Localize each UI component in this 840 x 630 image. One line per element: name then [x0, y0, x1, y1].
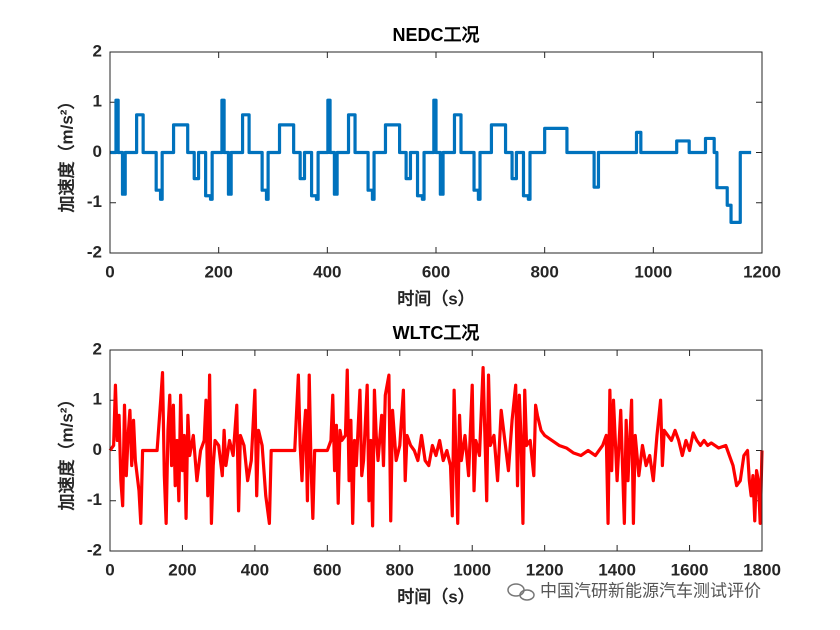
y-tick-label: -1	[87, 192, 102, 211]
y-tick-label: -1	[87, 490, 102, 509]
y-axis-label: 加速度（m/s²）	[56, 93, 76, 214]
y-tick-label: 1	[93, 390, 102, 409]
y-axis-label: 加速度（m/s²）	[56, 391, 76, 512]
x-axis-label: 时间（s）	[397, 586, 474, 606]
y-tick-label: 1	[93, 92, 102, 111]
data-line	[110, 98, 752, 224]
x-tick-label: 200	[168, 560, 196, 579]
axes-box	[109, 51, 763, 254]
x-tick-label: 1200	[743, 262, 781, 281]
x-tick-label: 1600	[671, 560, 709, 579]
x-tick-label: 600	[313, 560, 341, 579]
x-tick-label: 1000	[453, 560, 491, 579]
watermark: 中国汽研新能源汽车测试评价	[540, 581, 761, 600]
y-tick-label: 0	[93, 142, 102, 161]
x-tick-label: 800	[386, 560, 414, 579]
x-tick-label: 1400	[598, 560, 636, 579]
y-tick-label: 2	[93, 339, 102, 358]
x-tick-label: 400	[313, 262, 341, 281]
data-line	[108, 365, 764, 528]
x-tick-label: 1200	[526, 560, 564, 579]
x-tick-label: 1000	[634, 262, 672, 281]
chart-title: WLTC工况	[393, 323, 480, 343]
y-tick-label: 2	[93, 41, 102, 60]
x-tick-label: 1800	[743, 560, 781, 579]
y-tick-label: -2	[87, 540, 102, 559]
x-tick-label: 600	[422, 262, 450, 281]
x-tick-label: 200	[204, 262, 232, 281]
y-tick-label: -2	[87, 242, 102, 261]
watermark-icon	[507, 583, 535, 601]
x-tick-label: 800	[530, 262, 558, 281]
y-tick-label: 0	[93, 440, 102, 459]
axes-box	[109, 349, 763, 552]
x-tick-label: 400	[241, 560, 269, 579]
chart-title: NEDC工况	[392, 25, 479, 45]
x-tick-label: 0	[105, 262, 114, 281]
x-tick-label: 0	[105, 560, 114, 579]
x-axis-label: 时间（s）	[397, 288, 474, 308]
